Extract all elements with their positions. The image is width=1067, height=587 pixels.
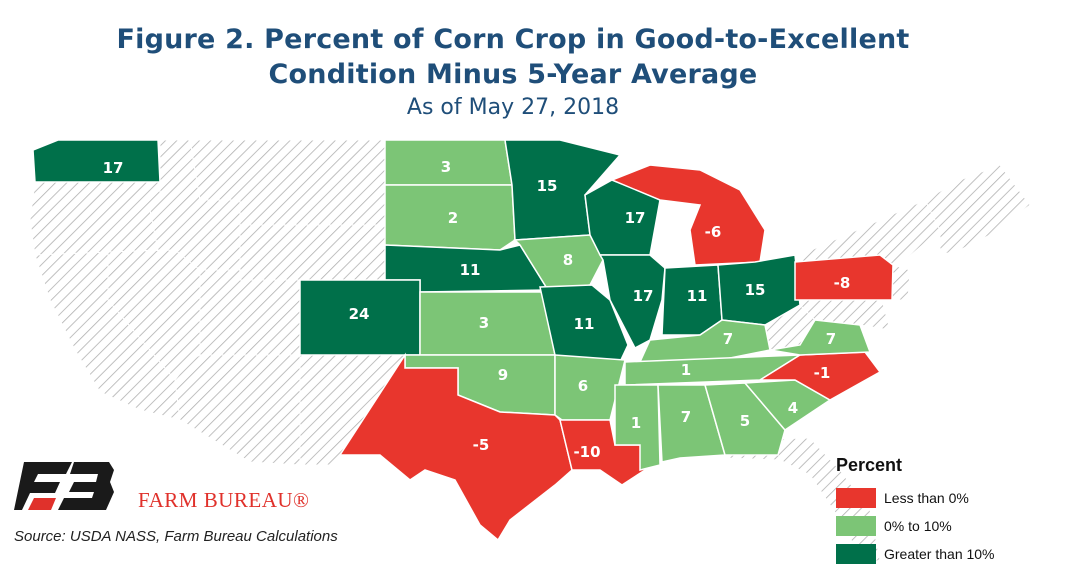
state-tx bbox=[338, 352, 573, 542]
legend-swatch-dark-green bbox=[836, 544, 876, 564]
state-sd bbox=[384, 184, 516, 251]
source-note: Source: USDA NASS, Farm Bureau Calculati… bbox=[14, 528, 338, 545]
title-line-1: Figure 2. Percent of Corn Crop in Good-t… bbox=[116, 24, 910, 55]
legend-title: Percent bbox=[836, 455, 903, 475]
label-mn: 15 bbox=[537, 177, 558, 195]
label-ky: 7 bbox=[723, 330, 733, 348]
farm-bureau-logo-icon bbox=[14, 462, 114, 515]
label-pa: -8 bbox=[834, 274, 851, 292]
state-al bbox=[657, 384, 726, 463]
brand-name: FARM BUREAU® bbox=[138, 488, 310, 512]
legend-swatch-red bbox=[836, 488, 876, 508]
label-wa: 17 bbox=[103, 159, 124, 177]
legend-item-0-to-10: 0% to 10% bbox=[836, 512, 995, 540]
state-nj bbox=[891, 264, 911, 301]
label-tn: 1 bbox=[681, 361, 691, 379]
label-ks: 3 bbox=[479, 314, 489, 332]
state-nv bbox=[107, 249, 201, 381]
legend-label: 0% to 10% bbox=[884, 518, 952, 534]
label-ok: 9 bbox=[498, 366, 508, 384]
state-az bbox=[174, 354, 301, 466]
hatched-states bbox=[29, 139, 1031, 566]
label-wi: 17 bbox=[625, 209, 646, 227]
legend-item-less-than-0: Less than 0% bbox=[836, 484, 995, 512]
label-mo: 11 bbox=[574, 315, 595, 333]
label-ia: 8 bbox=[563, 251, 573, 269]
label-ne: 11 bbox=[460, 261, 481, 279]
label-la: -10 bbox=[573, 443, 600, 461]
state-new-england bbox=[924, 164, 1031, 256]
label-tx: -5 bbox=[473, 436, 490, 454]
label-ms: 1 bbox=[631, 414, 641, 432]
legend-swatch-light-green bbox=[836, 516, 876, 536]
label-ar: 6 bbox=[578, 377, 588, 395]
legend-label: Greater than 10% bbox=[884, 546, 995, 562]
title-line-2: Condition Minus 5-Year Average bbox=[268, 59, 758, 90]
legend-label: Less than 0% bbox=[884, 490, 969, 506]
label-mi: -6 bbox=[705, 223, 722, 241]
state-va bbox=[769, 319, 872, 356]
label-co: 24 bbox=[349, 305, 370, 323]
map-subtitle: As of May 27, 2018 bbox=[406, 95, 620, 120]
state-wa bbox=[32, 139, 161, 183]
label-sc: 4 bbox=[788, 399, 798, 417]
state-labels: 17 3 2 11 24 3 9 -5 15 8 11 6 -10 17 17 … bbox=[103, 158, 851, 461]
label-va: 7 bbox=[826, 330, 836, 348]
state-pa bbox=[794, 254, 894, 301]
label-nc: -1 bbox=[814, 364, 831, 382]
label-il: 17 bbox=[633, 287, 654, 305]
label-ga: 5 bbox=[740, 412, 750, 430]
state-ut bbox=[199, 269, 301, 356]
state-or bbox=[29, 181, 161, 256]
legend-item-greater-than-10: Greater than 10% bbox=[836, 540, 995, 568]
label-oh: 15 bbox=[745, 281, 766, 299]
state-la bbox=[559, 419, 646, 486]
label-in: 11 bbox=[687, 287, 708, 305]
legend: Percent Less than 0% 0% to 10% Greater t… bbox=[836, 455, 995, 568]
state-ga bbox=[704, 382, 786, 456]
label-al: 7 bbox=[681, 408, 691, 426]
label-sd: 2 bbox=[448, 209, 458, 227]
label-nd: 3 bbox=[441, 158, 451, 176]
map-title: Figure 2. Percent of Corn Crop in Good-t… bbox=[0, 22, 1026, 92]
data-states bbox=[32, 139, 894, 542]
state-wy bbox=[239, 224, 386, 281]
